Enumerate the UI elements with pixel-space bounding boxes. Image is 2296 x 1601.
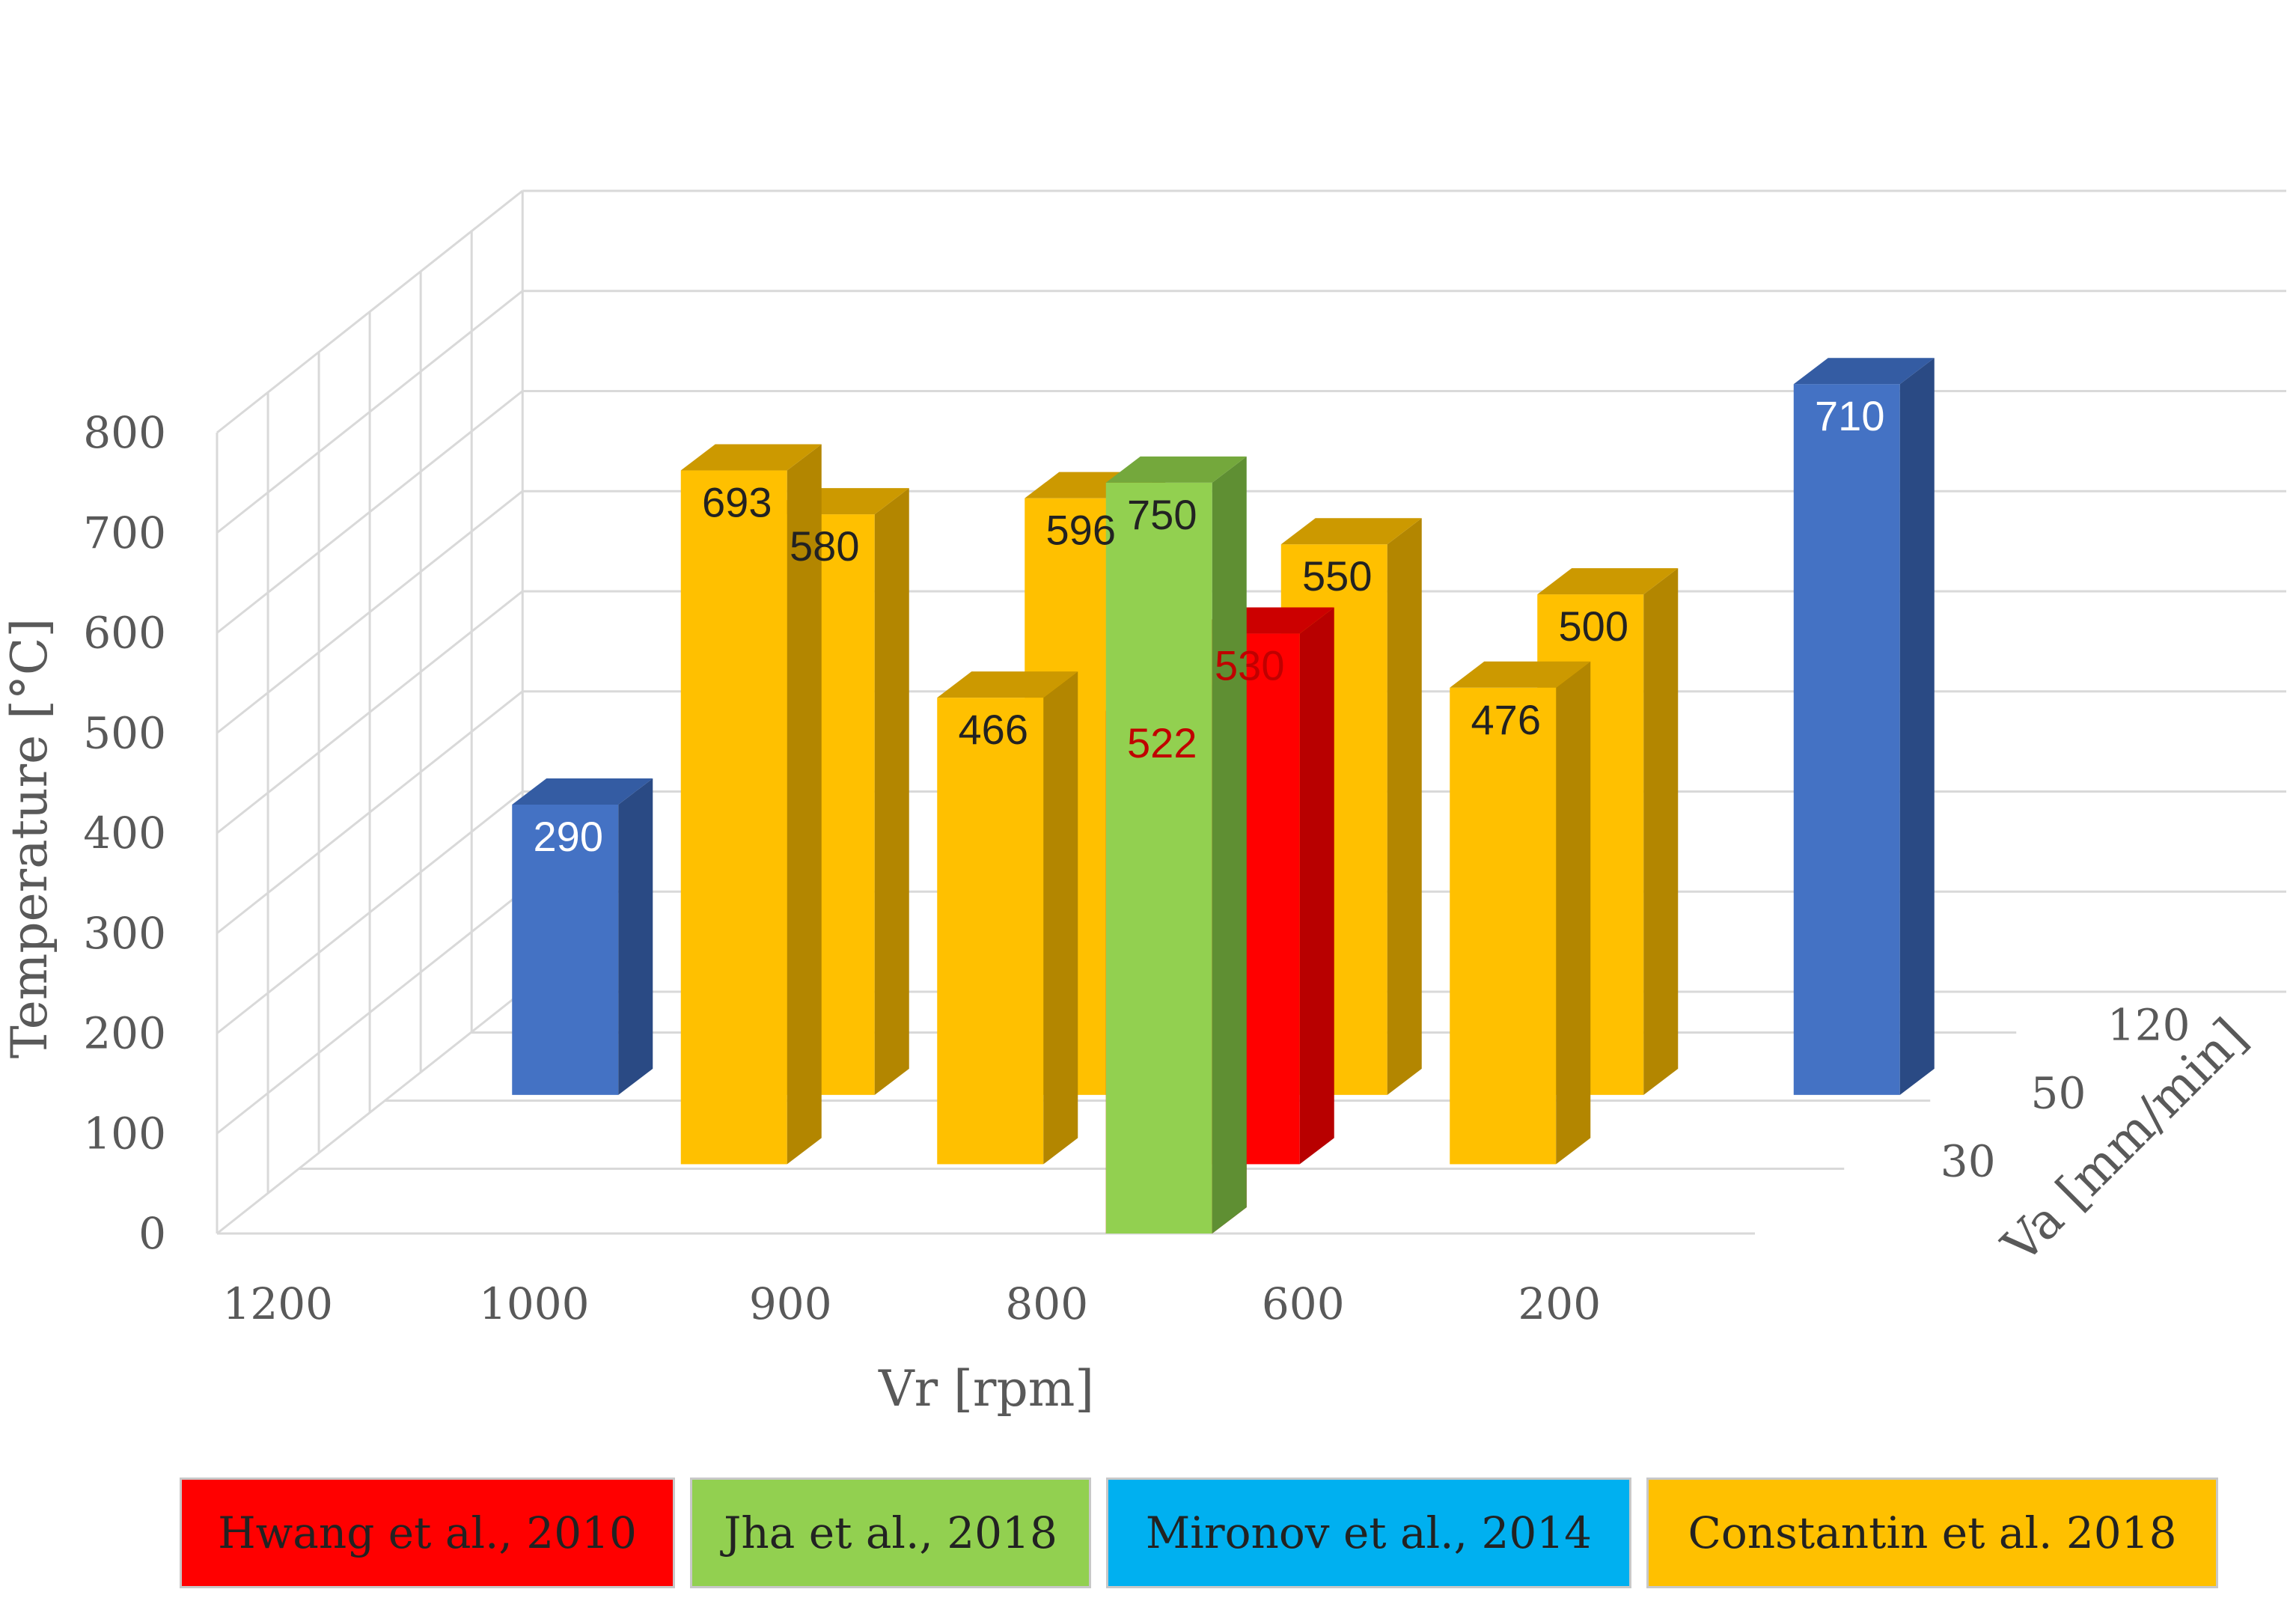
bar-side-constantin-et-al-2018-1000-120 [874, 488, 909, 1095]
legend-label-jha: Jha et al., 2018 [724, 1507, 1057, 1558]
bar-side-constantin-et-al-2018-1000-50 [787, 444, 822, 1165]
bar-top-mironov-et-al-2014-200-120 [1793, 358, 1935, 385]
bar-side-mironov-et-al-2014-1200-120 [618, 778, 653, 1095]
legend-label-hwang: Hwang et al., 2010 [218, 1507, 637, 1558]
bar-top-constantin-et-al-2018-1000-50 [680, 444, 822, 471]
x-axis-ticks: 1200 1000 900 800 600 200 [222, 1278, 1601, 1329]
bar-constantin-et-al-2018-600-50 [1450, 661, 1591, 1165]
bar-side-constantin-et-al-2018-800-120 [1387, 518, 1422, 1095]
bar-side-constantin-et-al-2018-600-50 [1556, 661, 1591, 1165]
y-tick-100: 100 [83, 1108, 166, 1159]
bar-side-hwang-et-al-2010-800-50 [1299, 607, 1334, 1165]
bar-front-mironov-et-al-2014-1200-120 [512, 804, 619, 1095]
value-label-constantin-et-al-2018-900-120: 596 [1046, 507, 1116, 554]
bar-front-jha-et-al-2018-800-30 [1105, 482, 1212, 1233]
legend-item-mironov: Mironov et al., 2014 [1106, 1478, 1631, 1588]
bar-constantin-et-al-2018-1000-50 [680, 444, 822, 1165]
bars [512, 358, 1935, 1233]
legend: Hwang et al., 2010 Jha et al., 2018 Miro… [180, 1478, 2218, 1588]
bar-side-constantin-et-al-2018-600-120 [1643, 568, 1679, 1095]
value-label-constantin-et-al-2018-600-50: 476 [1471, 696, 1541, 743]
legend-item-constantin: Constantin et al. 2018 [1646, 1478, 2218, 1588]
legend-item-jha: Jha et al., 2018 [690, 1478, 1091, 1588]
z-tick-50: 50 [2031, 1068, 2086, 1119]
y-tick-200: 200 [83, 1008, 166, 1059]
x-tick-600: 600 [1262, 1278, 1345, 1329]
bar-top-constantin-et-al-2018-600-120 [1537, 568, 1679, 595]
bar-mironov-et-al-2014-200-120 [1793, 358, 1935, 1095]
value-label-mironov-et-al-2014-200-120: 710 [1815, 392, 1884, 439]
value-label-constantin-et-al-2018-900-50: 466 [959, 706, 1028, 753]
bar-side-mironov-et-al-2014-200-120 [1899, 358, 1935, 1095]
y-tick-400: 400 [83, 808, 166, 859]
bar-front-mironov-et-al-2014-200-120 [1793, 384, 1900, 1095]
y-tick-700: 700 [83, 507, 166, 558]
y-tick-500: 500 [83, 707, 166, 758]
z-tick-120: 120 [2107, 1000, 2190, 1051]
bar-top-constantin-et-al-2018-900-50 [937, 671, 1078, 698]
bar-top-constantin-et-al-2018-600-50 [1450, 661, 1591, 688]
z-tick-30: 30 [1941, 1136, 1996, 1187]
bar-value-labels: 710 500 550 596 580 290 476 530 466 693 522 750 [534, 392, 1885, 860]
bar-front-constantin-et-al-2018-900-50 [937, 698, 1044, 1165]
z-axis-ticks: 30 50 120 [1941, 1000, 2190, 1187]
legend-label-mironov: Mironov et al., 2014 [1145, 1507, 1593, 1558]
bar-constantin-et-al-2018-900-50 [937, 671, 1078, 1165]
value-label-constantin-et-al-2018-600-120: 500 [1559, 603, 1628, 650]
bar-side-constantin-et-al-2018-900-50 [1043, 671, 1078, 1165]
bar-top-jha-et-al-2018-800-30 [1105, 456, 1247, 483]
legend-item-hwang: Hwang et al., 2010 [180, 1478, 675, 1588]
value-label-constantin-et-al-2018-800-120: 550 [1302, 552, 1372, 600]
value-label-constantin-et-al-2018-1000-50: 693 [702, 479, 772, 526]
y-axis-title: Temperature [°C] [1, 618, 58, 1058]
x-tick-900: 900 [749, 1278, 832, 1329]
bar-front-constantin-et-al-2018-1000-50 [680, 470, 787, 1165]
value-label-jha-et-al-2018-800-30: 750 [1127, 491, 1197, 538]
bar-top-constantin-et-al-2018-800-120 [1280, 518, 1422, 545]
legend-label-constantin: Constantin et al. 2018 [1688, 1507, 2177, 1558]
bar-side-jha-et-al-2018-800-30 [1212, 456, 1247, 1233]
bar-top-mironov-et-al-2014-1200-120 [512, 778, 653, 805]
bar-mironov-et-al-2014-1200-120 [512, 778, 653, 1095]
x-tick-1000: 1000 [479, 1278, 590, 1329]
y-tick-600: 600 [83, 608, 166, 659]
x-axis-title: Vr [rpm] [878, 1360, 1094, 1418]
x-tick-200: 200 [1518, 1278, 1601, 1329]
value-label-mironov-et-al-2014-1200-120: 290 [534, 813, 603, 860]
y-axis-ticks: 0 100 200 300 400 500 600 700 800 [83, 407, 166, 1259]
x-tick-1200: 1200 [222, 1278, 333, 1329]
x-tick-800: 800 [1005, 1278, 1088, 1329]
value-label-constantin-et-al-2018-1000-120: 580 [790, 522, 859, 570]
y-tick-800: 800 [83, 407, 166, 458]
y-tick-300: 300 [83, 908, 166, 959]
y-tick-0: 0 [138, 1208, 166, 1259]
value-label-hwang-et-al-2010-800-50: 530 [1215, 642, 1284, 689]
bar-front-constantin-et-al-2018-600-50 [1450, 687, 1557, 1165]
bar-jha-et-al-2018-800-30 [1105, 456, 1247, 1233]
value-label-hwang-et-al-2010-800-30: 522 [1127, 719, 1197, 766]
